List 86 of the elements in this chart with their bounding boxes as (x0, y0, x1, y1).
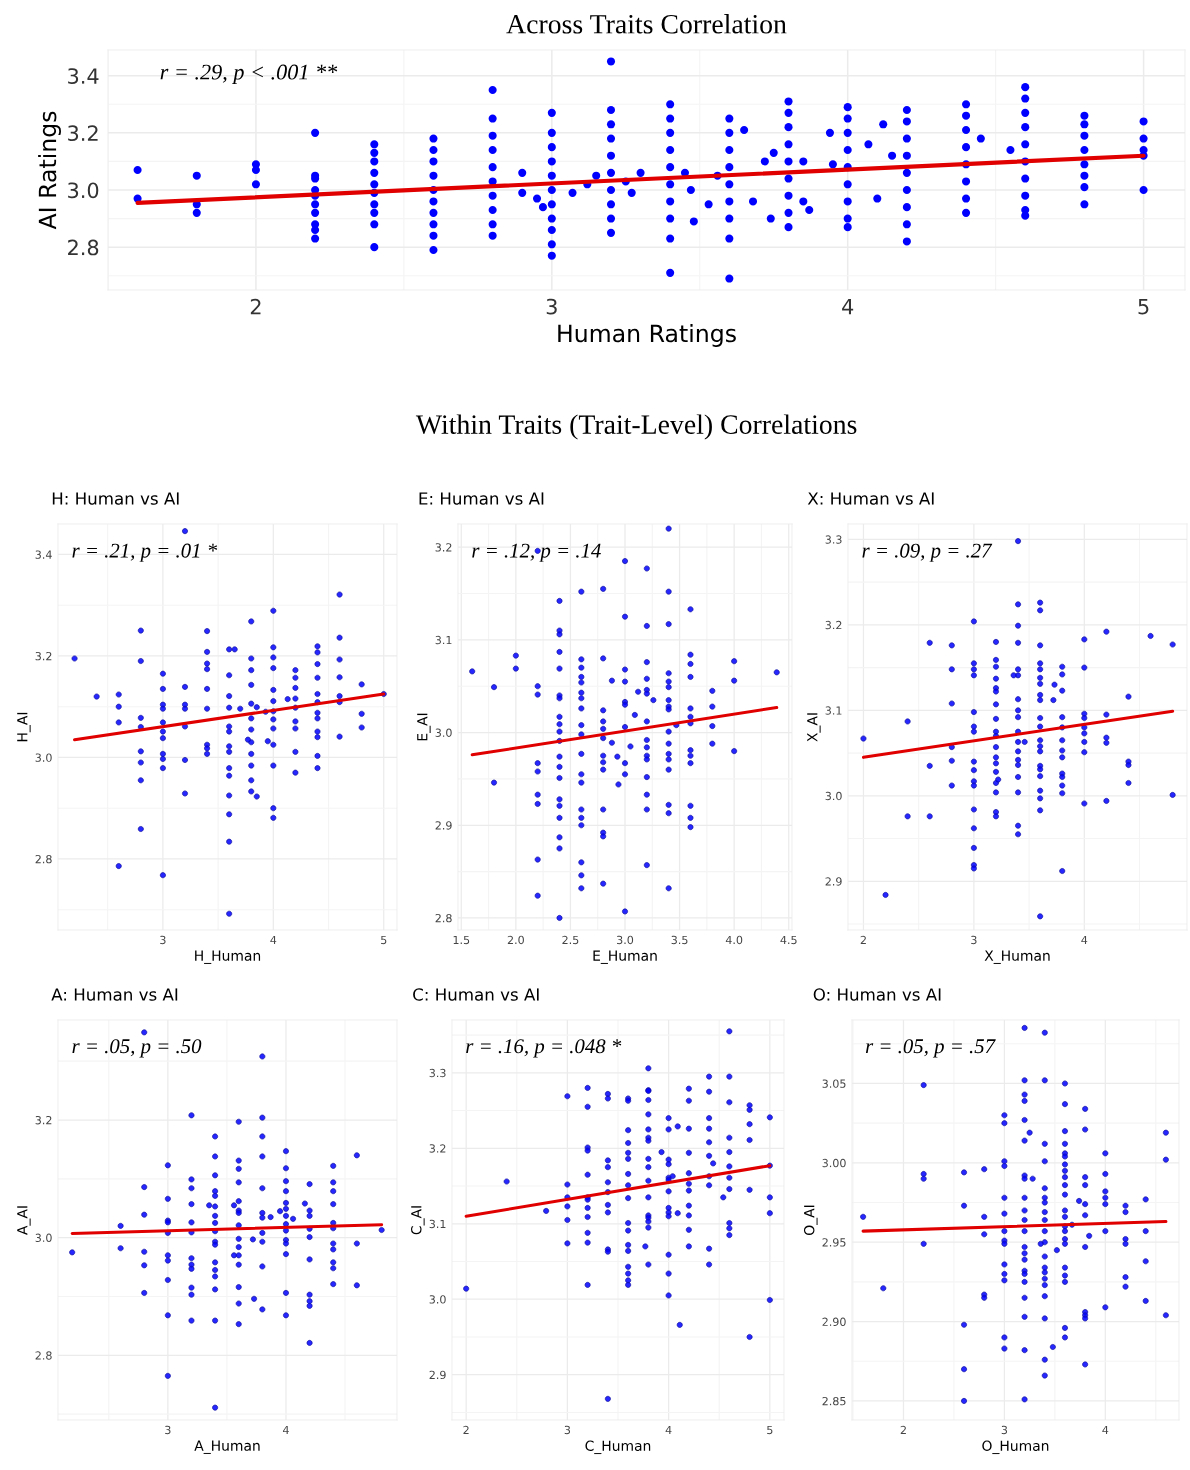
y-tick-label: 3.1 (825, 706, 842, 715)
chart-title: C: Human vs AI (413, 988, 539, 1001)
x-axis-title: Human Ratings (558, 324, 736, 347)
chart-title: H: Human vs AI (52, 492, 179, 505)
y-tick-label: 3.0 (35, 1233, 52, 1243)
y-tick-label: 3.0 (825, 791, 842, 801)
y-tick-label: 3.3 (429, 1068, 446, 1078)
x-tick-label: 3.5 (671, 935, 688, 945)
y-tick-label: 2.9 (825, 877, 842, 886)
y-axis-title: A_AI (17, 1206, 31, 1235)
annotation: r = .12, p = .14 (472, 543, 601, 562)
chart-title: X: Human vs AI (807, 492, 934, 505)
x-tick-label: 2.0 (507, 935, 524, 945)
x-axis-title: E_Human (593, 950, 657, 964)
x-tick-label: 4 (282, 1425, 289, 1434)
y-axis-title: H_AI (17, 712, 31, 742)
x-tick-label: 5 (381, 935, 387, 945)
y-tick-label: 2.95 (822, 1238, 846, 1247)
y-tick-label: 2.9 (435, 821, 452, 830)
x-axis-title: X_Human (984, 950, 1050, 964)
y-axis-title: E_AI (417, 713, 431, 741)
chart-title: O: Human vs AI (813, 988, 941, 1001)
x-tick-label: 1.5 (453, 935, 470, 945)
y-tick-label: 2.85 (822, 1396, 846, 1406)
x-axis-title: A_Human (194, 1440, 260, 1454)
chart-title: E: Human vs AI (419, 492, 544, 505)
y-tick-label: 3.2 (35, 651, 52, 661)
y-tick-label: 2.90 (822, 1317, 846, 1326)
y-tick-label: 3.3 (825, 535, 842, 544)
x-tick-label: 2 (463, 1425, 469, 1434)
text: Within Traits (Trait-Level) Correlations (415, 414, 857, 440)
x-tick-label: 3 (1001, 1425, 1008, 1435)
y-tick-label: 2.8 (35, 854, 52, 864)
annotation: r = .05, p = .50 (72, 1039, 202, 1058)
x-tick-label: 4 (1081, 935, 1088, 944)
y-tick-label: 3.4 (35, 550, 52, 559)
x-tick-label: 5 (1138, 298, 1149, 315)
x-tick-label: 2 (860, 935, 866, 944)
y-axis-title: AI Ratings (38, 111, 61, 230)
y-tick-label: 3.0 (429, 1295, 446, 1304)
y-tick-label: 2.8 (435, 913, 452, 923)
x-axis-title: C_Human (585, 1440, 651, 1455)
y-tick-label: 3.2 (825, 620, 842, 630)
y-tick-label: 3.1 (435, 635, 452, 645)
x-tick-label: 2.5 (562, 935, 579, 945)
x-tick-label: 3 (165, 1425, 171, 1435)
x-tick-label: 3 (971, 935, 977, 945)
y-tick-label: 2.9 (429, 1370, 446, 1380)
annotation: r = .09, p = .27 (862, 543, 993, 562)
y-axis-title: X_AI (807, 713, 821, 742)
annotation: r = .21, p = .01 * (72, 543, 218, 562)
y-tick-label: 3.2 (429, 1144, 446, 1153)
annotation: r = .16, p = .048 * (466, 1039, 622, 1058)
y-axis-title: C_AI (411, 1206, 425, 1235)
y-tick-label: 3.0 (68, 182, 99, 199)
x-axis-title: O_Human (982, 1440, 1049, 1455)
y-tick-label: 3.1 (429, 1219, 446, 1229)
x-tick-label: 4 (665, 1425, 672, 1434)
x-tick-label: 5 (767, 1425, 773, 1435)
x-tick-label: 2 (250, 298, 261, 315)
x-tick-label: 4 (1102, 1425, 1109, 1434)
x-tick-label: 2 (900, 1425, 906, 1434)
x-tick-label: 3 (160, 935, 166, 945)
x-tick-label: 3 (564, 1425, 571, 1435)
x-tick-label: 4 (270, 935, 277, 944)
y-tick-label: 3.4 (68, 68, 99, 84)
x-tick-label: 4.0 (725, 935, 743, 945)
x-tick-label: 4.5 (780, 935, 797, 945)
chart-title: Across Traits Correlation (506, 14, 787, 34)
y-tick-label: 3.2 (68, 125, 98, 142)
annotation: r = .05, p = .57 (865, 1039, 996, 1058)
chart-title: A: Human vs AI (51, 988, 178, 1001)
y-tick-label: 3.05 (822, 1079, 846, 1088)
x-tick-label: 3.0 (617, 935, 634, 945)
y-tick-label: 2.8 (68, 239, 99, 256)
y-tick-label: 3.0 (35, 753, 52, 762)
y-tick-label: 3.2 (35, 1115, 52, 1125)
x-axis-title: H_Human (195, 950, 261, 964)
x-tick-label: 3 (546, 298, 557, 315)
y-tick-label: 3.0 (435, 728, 452, 737)
y-tick-label: 3.2 (435, 543, 452, 552)
y-tick-label: 2.8 (35, 1351, 52, 1360)
annotation: r = .29, p < .001 ** (160, 64, 338, 85)
y-axis-title: O_AI (803, 1205, 818, 1235)
y-tick-label: 3.00 (822, 1158, 846, 1168)
x-tick-label: 4 (842, 298, 854, 315)
